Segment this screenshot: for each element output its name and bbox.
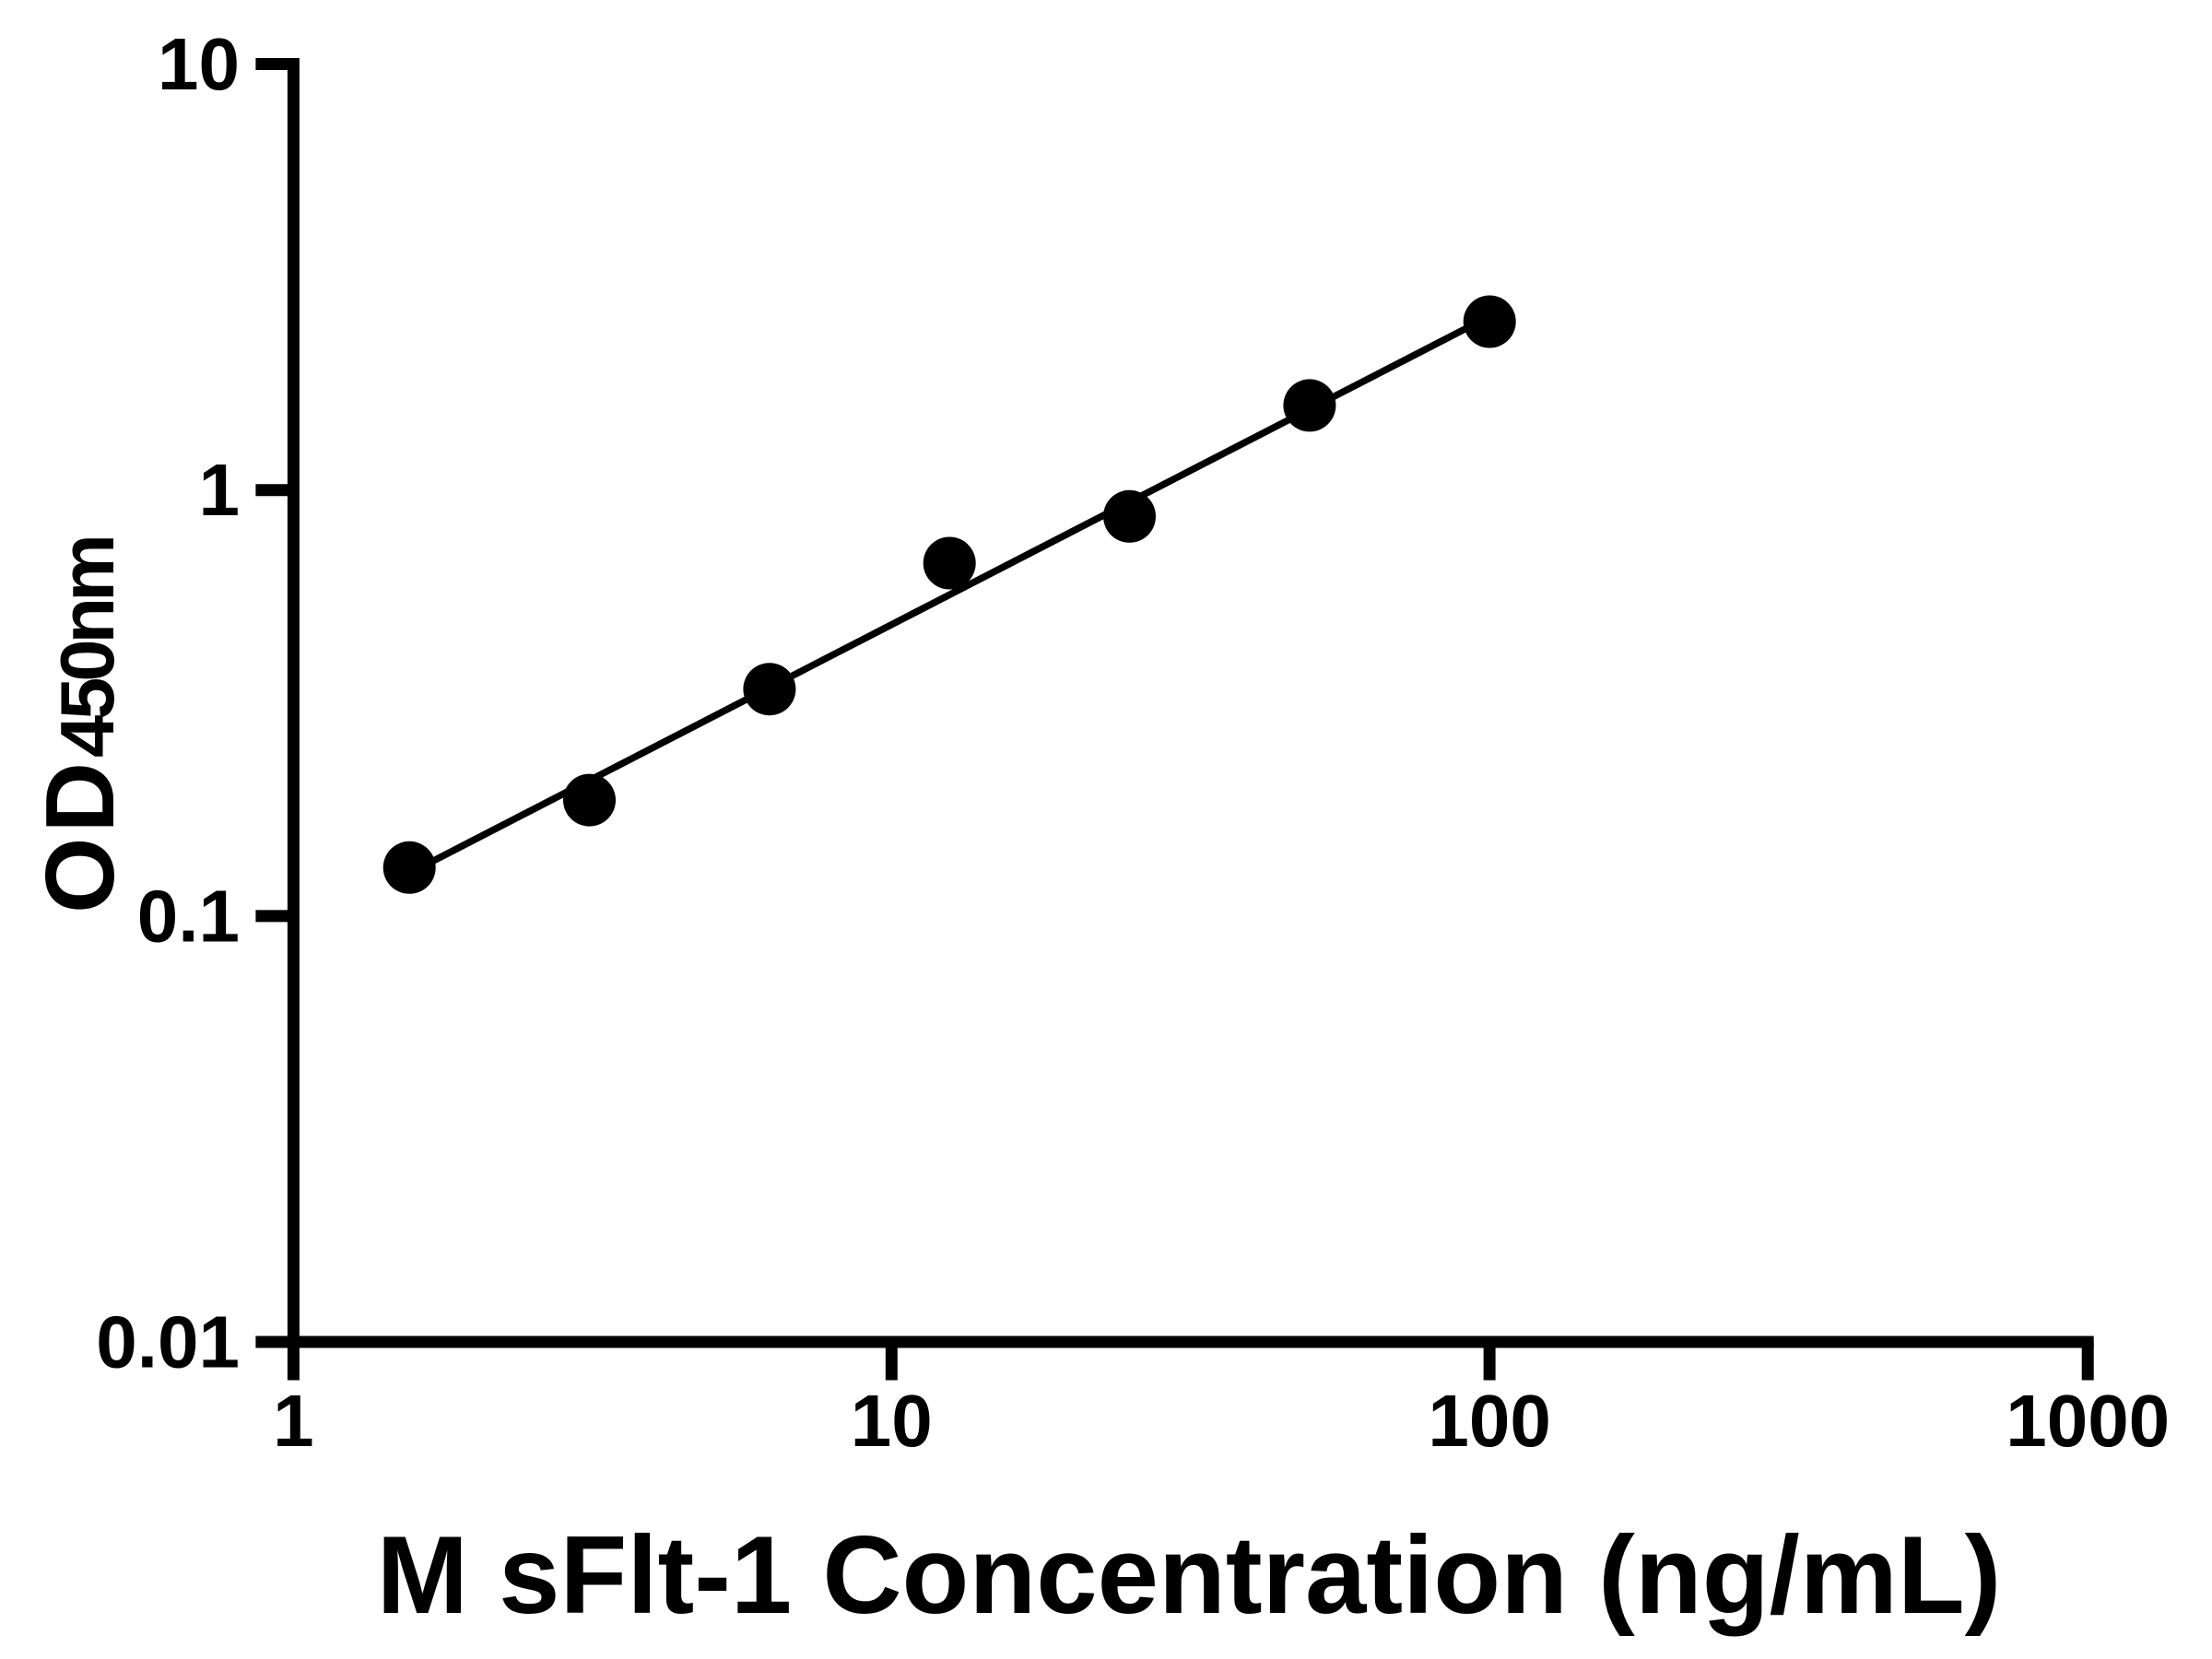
svg-text:M sFlt-1 Concentration (ng/mL): M sFlt-1 Concentration (ng/mL) bbox=[377, 1514, 2002, 1637]
svg-text:OD450nm: OD450nm bbox=[26, 538, 135, 913]
svg-text:10: 10 bbox=[851, 1380, 933, 1462]
svg-text:0.1: 0.1 bbox=[137, 875, 240, 957]
svg-text:0.01: 0.01 bbox=[96, 1301, 240, 1383]
svg-text:10: 10 bbox=[158, 23, 240, 105]
svg-text:1: 1 bbox=[199, 449, 241, 531]
svg-text:1: 1 bbox=[273, 1380, 314, 1462]
svg-text:1000: 1000 bbox=[2006, 1380, 2170, 1462]
svg-text:100: 100 bbox=[1428, 1380, 1550, 1462]
